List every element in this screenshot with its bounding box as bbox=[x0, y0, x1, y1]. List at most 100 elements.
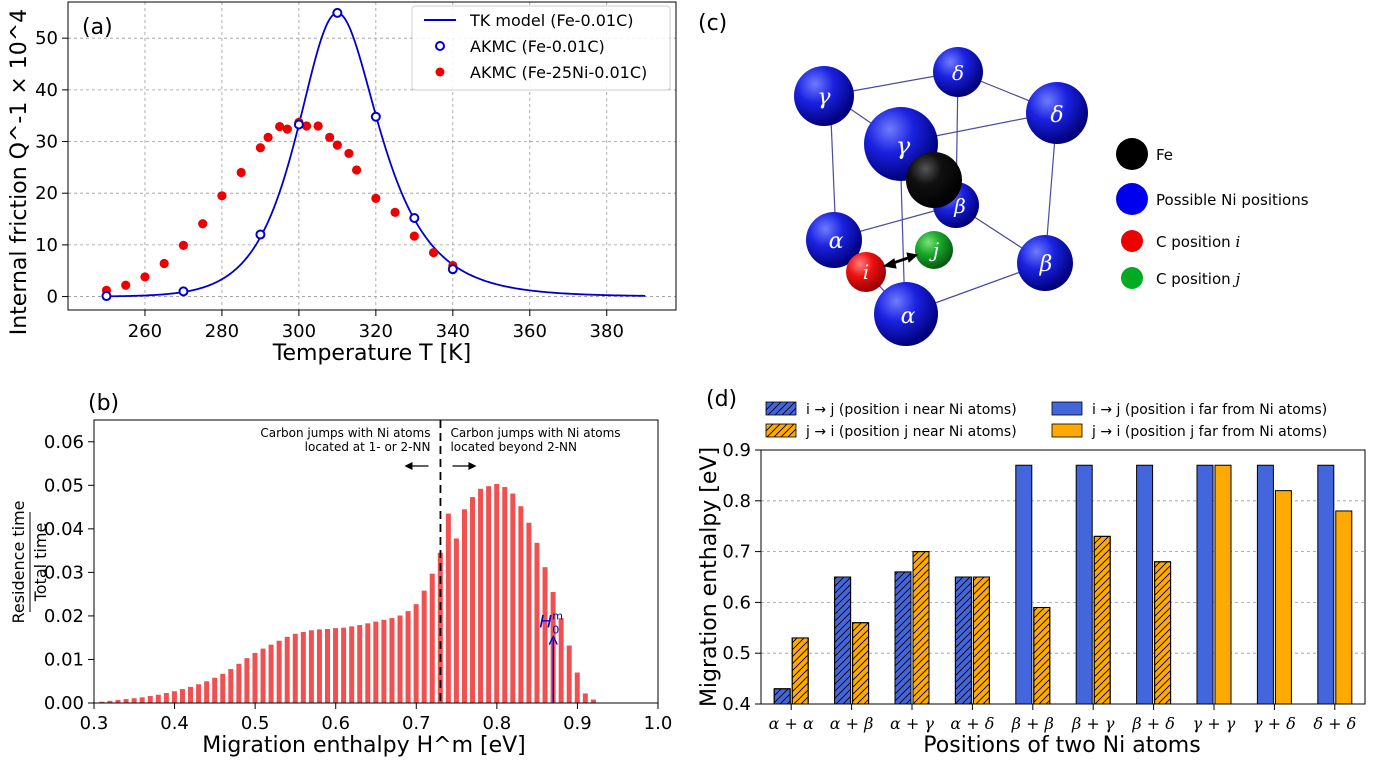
histogram-bar bbox=[99, 701, 105, 703]
x-tick-label: 0.3 bbox=[80, 713, 109, 734]
atom-carbon-i: i bbox=[846, 252, 886, 292]
akmc-fe-point bbox=[370, 111, 381, 122]
histogram-bar bbox=[179, 689, 185, 703]
akmc-fe-point bbox=[255, 229, 266, 240]
panel-a-points bbox=[101, 7, 458, 302]
atom-alpha-front: α bbox=[874, 282, 938, 346]
histogram-bar bbox=[526, 522, 532, 703]
legend-c-fe: Fe bbox=[1156, 146, 1173, 164]
histogram-bar bbox=[486, 486, 492, 703]
y-tick-label: 0.01 bbox=[44, 649, 84, 670]
panel-d-label: (d) bbox=[706, 387, 737, 412]
panel-d-ylabel: Migration enthalpy [eV] bbox=[697, 447, 722, 707]
bar-j-to-i bbox=[1214, 464, 1232, 705]
histogram-bar bbox=[413, 604, 419, 703]
bar-i-to-j bbox=[1256, 464, 1274, 705]
histogram-bar bbox=[188, 686, 194, 703]
y-tick-label: 0.06 bbox=[44, 432, 84, 453]
histogram-bar bbox=[107, 700, 113, 703]
category-label: β + β bbox=[1011, 714, 1054, 733]
x-tick-label: 0.4 bbox=[160, 713, 189, 734]
panel-a-label: (a) bbox=[82, 15, 113, 40]
x-tick-label: 280 bbox=[205, 321, 239, 342]
histogram-bar bbox=[542, 567, 548, 703]
category-label: α + δ bbox=[950, 714, 994, 733]
panel-d-bars bbox=[773, 464, 1353, 705]
bar-i-to-j bbox=[1317, 464, 1335, 705]
akmc-fe-point bbox=[447, 264, 458, 275]
akmc-feni-point bbox=[198, 219, 208, 229]
annotation-left: located at 1- or 2-NN bbox=[305, 440, 431, 454]
annotation-right: located beyond 2-NN bbox=[450, 440, 577, 454]
panel-d-xlabel: Positions of two Ni atoms bbox=[923, 733, 1200, 758]
panel-b-ylabel: Residence time Total time bbox=[9, 500, 50, 623]
y-tick-label: 10 bbox=[35, 235, 58, 256]
histogram-bar bbox=[333, 628, 339, 703]
svg-text:j: j bbox=[929, 238, 939, 262]
histogram-bar bbox=[220, 673, 226, 703]
histogram-bar bbox=[324, 628, 330, 703]
annotation-right: Carbon jumps with Ni atoms bbox=[450, 426, 620, 440]
x-tick-label: 340 bbox=[436, 321, 470, 342]
y-tick-label: 0.04 bbox=[44, 519, 84, 540]
y-tick-label: 0.03 bbox=[44, 562, 84, 583]
panel-c-legend: Fe Possible Ni positions C position i C … bbox=[1116, 138, 1309, 289]
x-tick-label: 320 bbox=[359, 321, 393, 342]
akmc-feni-point bbox=[236, 167, 246, 178]
histogram-bar bbox=[139, 697, 145, 703]
atom-delta-right: δ bbox=[1026, 82, 1088, 144]
legend-d-entry: j → i (position j near Ni atoms) bbox=[805, 424, 1017, 440]
panel-d-legend: i → j (position i near Ni atoms) j → i (p… bbox=[765, 401, 1327, 440]
panel-a-legend: TK model (Fe-0.01C) AKMC (Fe-0.01C) AKMC… bbox=[411, 5, 671, 91]
svg-text:γ: γ bbox=[896, 132, 911, 160]
histogram-bar bbox=[437, 552, 443, 703]
y-tick-label: 0 bbox=[47, 287, 58, 308]
panel-d-chart: (d) i → j (position i near Ni atoms) j → … bbox=[697, 387, 1366, 758]
histogram-bar bbox=[300, 632, 306, 703]
histogram-bar bbox=[131, 698, 137, 703]
akmc-feni-point bbox=[313, 121, 323, 131]
panel-c-label: (c) bbox=[698, 11, 727, 36]
y-tick-label: 0.9 bbox=[722, 440, 751, 461]
panel-c-structure: (c) δ γ δ bbox=[698, 11, 1309, 346]
svg-text:δ: δ bbox=[1050, 103, 1063, 128]
svg-text:0: 0 bbox=[552, 624, 559, 637]
y-tick-label: 40 bbox=[35, 80, 58, 101]
panel-a-xlabel: Temperature T [K] bbox=[272, 341, 471, 366]
legend-a-akmc-fe: AKMC (Fe-0.01C) bbox=[470, 37, 605, 56]
svg-text:δ: δ bbox=[952, 61, 964, 85]
akmc-fe-point bbox=[101, 291, 112, 302]
panel-a-chart: 260 280 300 320 340 360 380 0 10 20 30 40 50 (a) Tem… bbox=[7, 0, 677, 366]
panel-d-grid bbox=[761, 500, 1365, 654]
panel-b-chart: 0.3 0.4 0.5 0.6 0.7 0.8 0.9 1.0 0.00 0.01 0.02 0.03… bbox=[9, 391, 672, 758]
histogram-bar bbox=[502, 487, 508, 703]
akmc-feni-point bbox=[332, 140, 342, 150]
legend-c-ni: Possible Ni positions bbox=[1156, 191, 1309, 209]
panel-a-ylabel: Internal friction Q^-1 × 10^4 [-] bbox=[7, 0, 32, 335]
x-tick-label: 0.9 bbox=[563, 713, 592, 734]
svg-text:Residence time: Residence time bbox=[9, 500, 28, 623]
histogram-bar bbox=[518, 506, 524, 703]
x-tick-label: 0.6 bbox=[321, 713, 350, 734]
annotation-left: Carbon jumps with Ni atoms bbox=[260, 426, 430, 440]
bar-i-to-j bbox=[1015, 464, 1033, 705]
histogram-bar bbox=[276, 640, 282, 703]
histogram-bar bbox=[590, 699, 596, 703]
akmc-feni-point bbox=[282, 124, 292, 134]
akmc-feni-point bbox=[325, 132, 335, 142]
panel-a-ticks: 260 280 300 320 340 360 380 0 10 20 30 40 50 bbox=[35, 28, 624, 342]
akmc-feni-point bbox=[217, 191, 227, 201]
histogram-bar bbox=[534, 542, 540, 703]
akmc-feni-point bbox=[352, 165, 362, 175]
histogram-bar bbox=[478, 488, 484, 703]
y-tick-label: 0.6 bbox=[722, 592, 751, 613]
y-tick-label: 30 bbox=[35, 132, 58, 153]
histogram-bar bbox=[212, 677, 218, 703]
y-tick-label: 50 bbox=[35, 28, 58, 49]
histogram-bar bbox=[566, 645, 572, 703]
y-tick-label: 0.05 bbox=[44, 475, 84, 496]
atom-gamma-back: γ bbox=[794, 66, 854, 126]
legend-c-ci: C position i bbox=[1156, 233, 1240, 251]
panel-b-bars bbox=[99, 484, 596, 703]
akmc-feni-point bbox=[178, 240, 189, 251]
